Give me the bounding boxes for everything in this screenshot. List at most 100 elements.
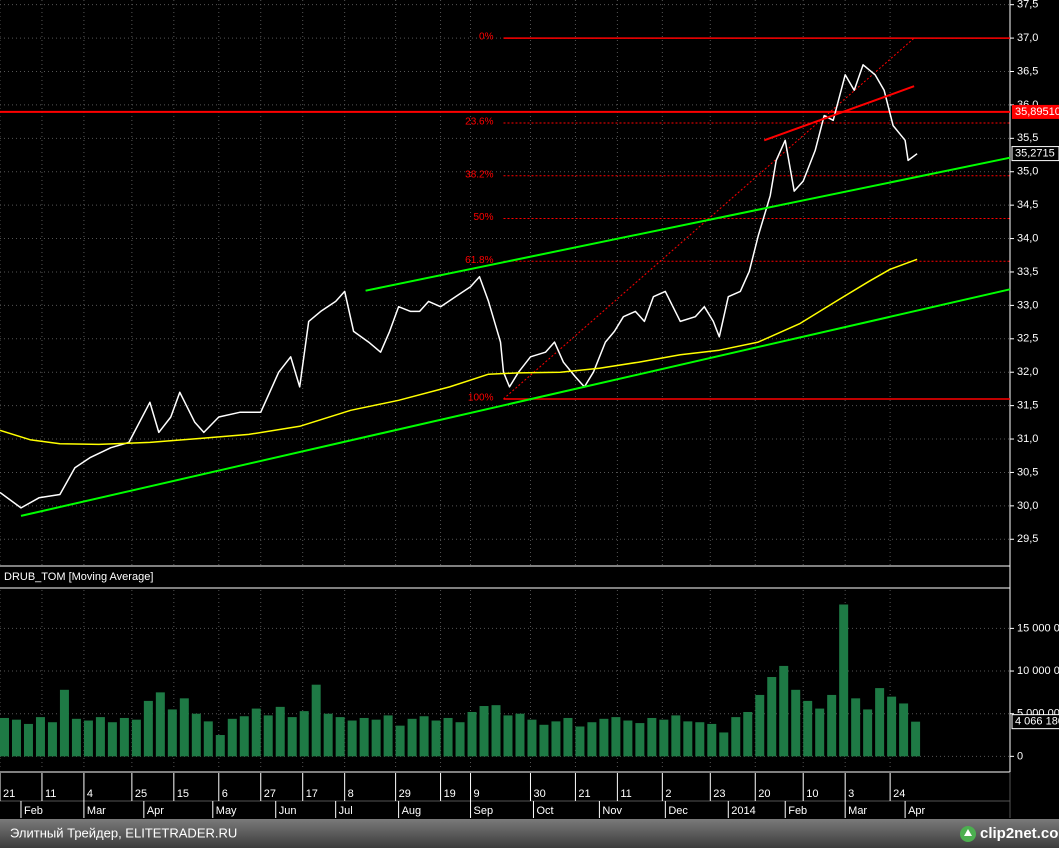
y-tick-label: 35,5 (1017, 132, 1038, 144)
volume-bar (203, 721, 213, 757)
month-tick-label: Sep (474, 805, 494, 817)
volume-bar (275, 706, 285, 757)
fib-label: 61.8% (465, 255, 493, 266)
volume-bar (731, 717, 741, 757)
volume-bar (863, 709, 873, 757)
x-tick-label: 3 (848, 788, 854, 800)
volume-bar (419, 716, 429, 757)
y-tick-label: 33,5 (1017, 266, 1038, 278)
volume-bar (47, 722, 57, 757)
price-line (0, 64, 918, 509)
volume-bar (455, 722, 465, 757)
panel-label: DRUB_TOM [Moving Average] (4, 571, 153, 583)
month-tick-label: Oct (536, 805, 553, 817)
last-volume-box (1011, 714, 1059, 730)
volume-bar (599, 718, 609, 757)
fib-label: 23.6% (465, 117, 493, 128)
volume-bar (215, 735, 225, 757)
month-tick-label: May (216, 805, 237, 817)
volume-bar (263, 715, 273, 757)
x-tick-label: 23 (713, 788, 725, 800)
fib-label: 100% (468, 393, 494, 404)
volume-bar (791, 689, 801, 757)
volume-bar (431, 720, 441, 757)
volume-bar (527, 719, 537, 757)
volume-bar (887, 696, 897, 757)
y-tick-label: 32,5 (1017, 333, 1038, 345)
volume-bar (491, 705, 501, 757)
volume-bar (155, 692, 165, 757)
month-tick-label: Mar (848, 805, 867, 817)
month-tick-label: Feb (788, 805, 807, 817)
volume-bar (347, 720, 357, 757)
month-tick-label: Feb (24, 805, 43, 817)
volume-bar (647, 717, 657, 757)
volume-bar (371, 719, 381, 757)
x-tick-label: 11 (45, 788, 56, 800)
volume-bar (383, 715, 393, 757)
volume-bar (743, 711, 753, 757)
price-line (0, 258, 918, 446)
x-tick-label: 4 (87, 788, 93, 800)
y-tick-label: 36,5 (1017, 65, 1038, 77)
volume-bar (539, 724, 549, 757)
watermark-arrow (964, 829, 972, 836)
volume-bar (779, 665, 789, 757)
volume-bar (119, 717, 129, 757)
trendline (20, 288, 1011, 517)
x-tick-label: 27 (264, 788, 276, 800)
y-tick-label: 29,5 (1017, 533, 1038, 545)
volume-bar (311, 684, 321, 757)
volume-bar (683, 721, 693, 757)
volume-bar (0, 717, 9, 757)
footer-source: Элитный Трейдер, ELITETRADER.RU (10, 825, 237, 840)
month-tick-label: Jul (339, 805, 353, 817)
y-tick-label: 33,0 (1017, 299, 1038, 311)
last-price-label: 35,2715 (1015, 148, 1055, 160)
volume-bar (407, 718, 417, 757)
volume-bar (635, 723, 645, 757)
y-tick-label: 30,5 (1017, 466, 1038, 478)
x-tick-label: 15 (177, 788, 189, 800)
x-tick-label: 19 (444, 788, 456, 800)
volume-bar (227, 718, 237, 757)
last-price-box (1011, 146, 1059, 162)
x-tick-label: 2 (665, 788, 671, 800)
fib-label: 50% (473, 212, 493, 223)
x-tick-label: 29 (399, 788, 411, 800)
volume-bar (359, 717, 369, 757)
volume-bar (191, 713, 201, 757)
y-tick-label: 34,5 (1017, 199, 1038, 211)
watermark: clip2net.com (980, 825, 1059, 842)
volume-bar (803, 700, 813, 757)
volume-bar (503, 715, 513, 757)
level-box (1012, 104, 1059, 119)
volume-bar (239, 716, 249, 757)
y-tick-label: 31,0 (1017, 433, 1038, 445)
volume-bar (179, 698, 189, 757)
x-tick-label: 8 (348, 788, 354, 800)
month-tick-label: Jun (279, 805, 297, 817)
volume-bar (767, 677, 777, 757)
volume-bar (35, 717, 45, 757)
volume-bar (875, 688, 885, 757)
volume-bar (551, 721, 561, 757)
volume-bar (23, 723, 33, 757)
x-tick-label: 20 (758, 788, 770, 800)
volume-bar (695, 722, 705, 757)
x-tick-label: 30 (533, 788, 545, 800)
volume-bar (839, 604, 849, 757)
y-tick-label: 30,0 (1017, 500, 1038, 512)
volume-bar (587, 722, 597, 757)
month-tick-label: Apr (908, 805, 925, 817)
volume-bar (167, 709, 177, 757)
month-tick-label: Aug (402, 805, 422, 817)
volume-bar (479, 706, 489, 757)
y-tick-label: 37,0 (1017, 32, 1038, 44)
y-tick-label: 10 000 000 (1017, 665, 1059, 677)
month-tick-label: Mar (87, 805, 106, 817)
volume-bar (827, 694, 837, 757)
volume-bar (395, 725, 405, 757)
volume-bar (287, 717, 297, 757)
